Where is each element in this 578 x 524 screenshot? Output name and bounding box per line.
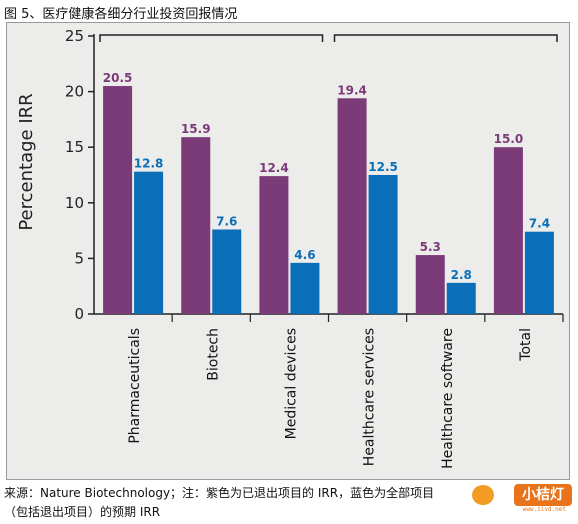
x-category-label: Healthcare services (362, 328, 378, 466)
watermark-url: www.iivd.net (522, 506, 566, 513)
orange-logo-icon (472, 485, 494, 505)
y-axis-title: Percentage IRR (16, 93, 37, 230)
data-label: 15.0 (494, 132, 524, 146)
data-label: 12.4 (259, 161, 289, 175)
bar-exited-0 (103, 86, 133, 314)
bar-all-2 (290, 262, 320, 314)
x-category-label: Medical devices (283, 328, 299, 439)
x-category-label: Biotech (205, 328, 221, 381)
source-caption: 来源：Nature Biotechnology；注：紫色为已退出项目的 IRR，… (4, 486, 435, 519)
bar-all-0 (134, 171, 164, 314)
figure-title: 图 5、医疗健康各细分行业投资回报情况 (4, 7, 238, 22)
data-label: 2.8 (451, 268, 472, 282)
data-label: 15.9 (181, 122, 211, 136)
data-label: 19.4 (337, 83, 367, 97)
bar-all-3 (368, 175, 398, 314)
bar-exited-1 (181, 137, 211, 314)
y-tick-label: 20 (65, 83, 84, 101)
bar-exited-2 (259, 176, 289, 314)
data-label: 7.6 (216, 214, 237, 228)
watermark: 小桔灯 www.iivd.net (448, 482, 572, 513)
bar-all-5 (524, 231, 554, 314)
bar-exited-4 (415, 255, 445, 314)
y-tick-label: 10 (65, 194, 84, 212)
group-bracket (99, 34, 324, 42)
irr-bar-chart: Percentage IRR 0 5 10 15 20 25 20.5 12.8 Pharmac… (16, 27, 564, 469)
x-category-label: Pharmaceuticals (127, 328, 143, 444)
data-label: 7.4 (529, 217, 550, 231)
data-label: 20.5 (103, 71, 133, 85)
bar-all-4 (446, 282, 476, 314)
y-tick-label: 25 (65, 27, 84, 45)
y-tick-label: 5 (74, 249, 84, 267)
data-label: 5.3 (420, 240, 441, 254)
data-label: 4.6 (294, 248, 315, 262)
x-category-label: Total (518, 328, 534, 362)
group-bracket (333, 34, 558, 42)
data-label: 12.8 (134, 157, 164, 171)
bar-all-1 (212, 229, 242, 314)
y-tick-label: 0 (74, 305, 84, 323)
watermark-text: 小桔灯 (514, 484, 572, 506)
bar-exited-3 (337, 98, 367, 314)
y-tick-label: 15 (65, 138, 84, 156)
data-label: 12.5 (368, 160, 398, 174)
bar-exited-5 (493, 147, 523, 314)
x-category-label: Healthcare software (440, 328, 456, 469)
